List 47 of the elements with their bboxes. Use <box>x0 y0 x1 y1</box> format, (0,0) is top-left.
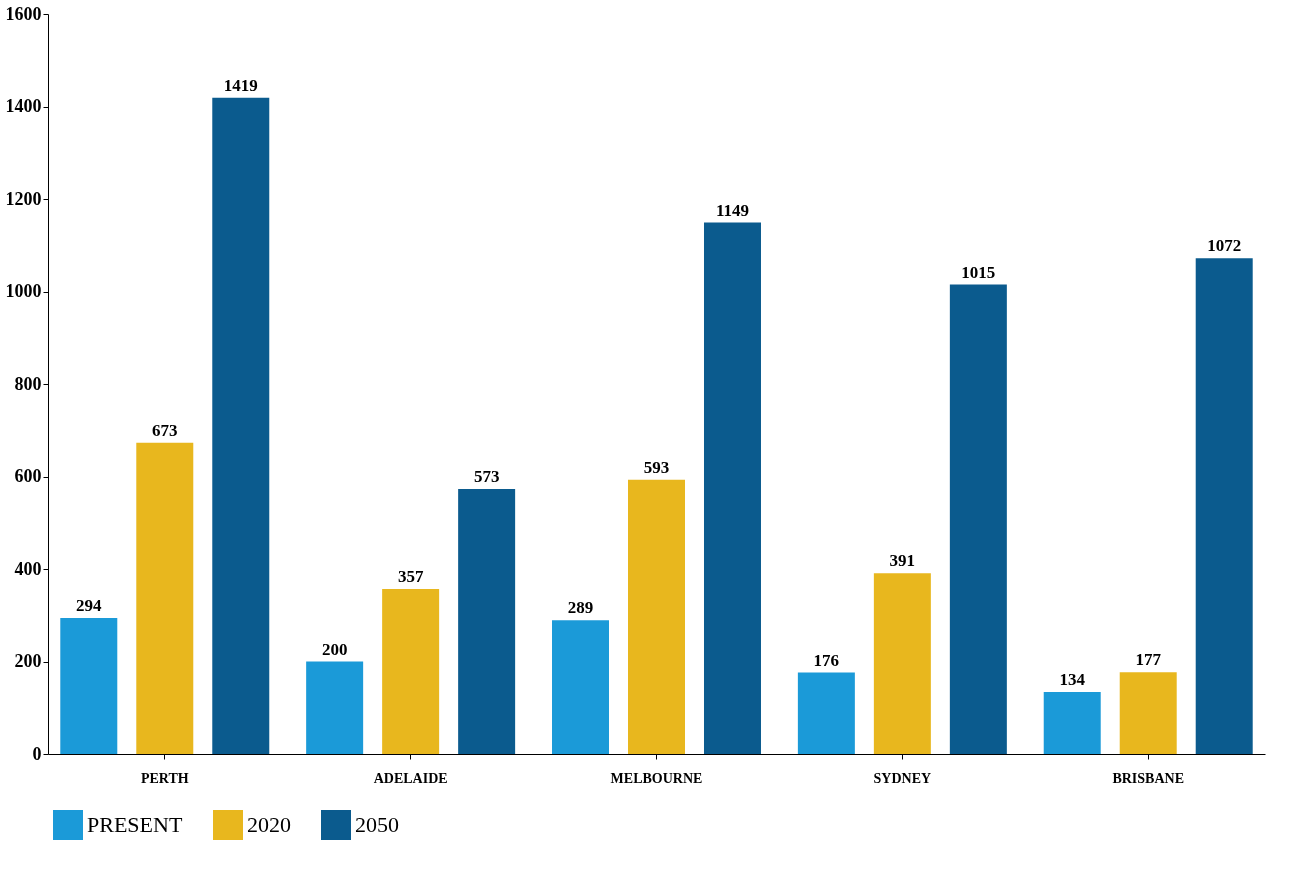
legend-label: 2020 <box>247 812 291 837</box>
data-label: 1015 <box>961 262 996 282</box>
data-label: 357 <box>397 566 424 586</box>
data-label: 1419 <box>223 75 258 95</box>
bar <box>873 573 931 754</box>
bar <box>458 488 516 754</box>
y-tick-label: 1000 <box>5 281 42 301</box>
data-label: 289 <box>567 598 594 618</box>
y-tick-label: 1200 <box>5 188 42 209</box>
bar <box>382 588 440 754</box>
y-tick-label: 200 <box>14 651 42 671</box>
y-tick-label: 0 <box>32 743 42 764</box>
y-tick-label: 1600 <box>5 3 42 24</box>
y-tick-label: 600 <box>14 466 42 486</box>
bar <box>628 479 685 754</box>
x-tick-label: SYDNEY <box>873 770 932 786</box>
data-label: 573 <box>473 466 500 486</box>
legend-label: PRESENT <box>87 812 183 837</box>
bar <box>1043 692 1101 754</box>
data-label: 1072 <box>1207 236 1242 256</box>
data-label: 200 <box>321 639 348 659</box>
data-label: 1149 <box>715 200 750 220</box>
data-label: 673 <box>152 420 178 440</box>
bar <box>949 284 1007 754</box>
data-label: 391 <box>889 551 916 571</box>
data-label: 134 <box>1059 670 1086 690</box>
bar <box>212 97 270 754</box>
bar <box>704 222 761 754</box>
data-label: 176 <box>813 650 840 670</box>
data-label: 177 <box>1135 650 1162 670</box>
bar <box>1119 672 1177 754</box>
y-tick-label: 1400 <box>5 96 42 116</box>
bar <box>1195 258 1253 754</box>
bar <box>306 661 364 754</box>
legend-label: 2050 <box>355 812 399 837</box>
data-label: 593 <box>643 457 670 477</box>
data-label: 294 <box>76 596 103 616</box>
bar <box>136 442 194 754</box>
x-tick-label: MELBOURNE <box>610 770 703 786</box>
x-tick-label: BRISBANE <box>1112 770 1185 786</box>
y-tick-label: 400 <box>14 558 42 579</box>
x-tick-label: ADELAIDE <box>373 770 448 786</box>
y-tick-label: 800 <box>14 373 42 394</box>
bar <box>552 620 609 754</box>
x-tick-label: PERTH <box>140 770 189 786</box>
bar <box>797 672 855 754</box>
bar <box>60 618 118 754</box>
